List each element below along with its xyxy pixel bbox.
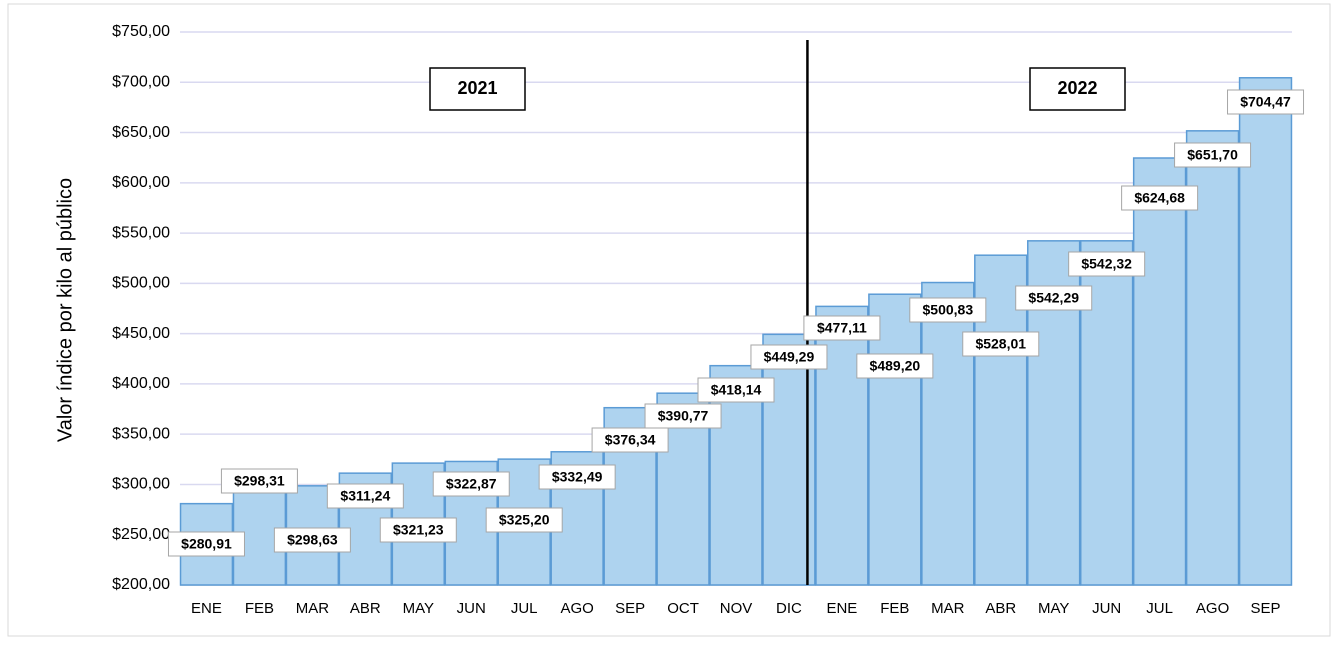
y-tick-label: $400,00 <box>112 375 170 392</box>
x-tick-label: OCT <box>667 600 699 617</box>
value-label: $332,49 <box>552 469 603 485</box>
x-tick-label: SEP <box>1251 600 1281 617</box>
value-label: $489,20 <box>870 358 921 374</box>
value-label: $542,29 <box>1028 290 1079 306</box>
value-label: $449,29 <box>764 349 815 365</box>
x-tick-label: AGO <box>1196 600 1229 617</box>
value-label-box <box>326 483 404 509</box>
x-tick-label: MAR <box>296 600 330 617</box>
bar <box>921 281 975 586</box>
value-label: $280,91 <box>181 536 232 552</box>
value-label-box <box>1068 251 1146 277</box>
value-label: $542,32 <box>1081 256 1132 272</box>
value-label-box <box>697 377 775 403</box>
value-label-box <box>1015 285 1093 311</box>
value-label: $651,70 <box>1187 147 1238 163</box>
y-tick-label: $450,00 <box>112 325 170 342</box>
x-tick-label: MAR <box>931 600 965 617</box>
chart-border <box>7 3 1331 637</box>
value-label: $528,01 <box>975 336 1026 352</box>
value-label-box <box>1121 185 1199 211</box>
x-tick-label: ENE <box>191 600 222 617</box>
value-label-box <box>644 403 722 429</box>
value-label: $376,34 <box>605 432 656 448</box>
value-label: $322,87 <box>446 476 497 492</box>
value-label: $390,77 <box>658 408 709 424</box>
x-tick-label: NOV <box>720 600 753 617</box>
y-axis-label: Valor índice por kilo al público <box>54 178 76 442</box>
value-label-box <box>1227 89 1305 115</box>
value-label: $311,24 <box>340 488 390 504</box>
value-label-box <box>538 464 616 490</box>
x-tick-label: ABR <box>350 600 381 617</box>
x-tick-label: JUN <box>457 600 486 617</box>
value-label: $477,11 <box>817 320 867 336</box>
value-label-box <box>432 471 510 497</box>
y-tick-label: $500,00 <box>112 275 170 292</box>
x-tick-label: JUL <box>1146 600 1173 617</box>
y-tick-label: $700,00 <box>112 73 170 90</box>
x-tick-label: FEB <box>880 600 909 617</box>
bar <box>1132 157 1187 586</box>
value-label: $624,68 <box>1134 190 1185 206</box>
annotation: 2022 <box>1057 78 1097 98</box>
x-tick-label: MAY <box>1038 600 1069 617</box>
y-tick-label: $250,00 <box>112 526 170 543</box>
y-tick-label: $650,00 <box>112 124 170 141</box>
value-label-box <box>591 427 669 453</box>
x-tick-label: MAY <box>403 600 434 617</box>
y-tick-label: $750,00 <box>112 23 170 40</box>
x-tick-label: FEB <box>245 600 274 617</box>
x-tick-label: ENE <box>826 600 857 617</box>
value-label-box <box>379 517 457 543</box>
value-label: $298,63 <box>287 532 338 548</box>
x-tick-label: ABR <box>985 600 1016 617</box>
value-label-box <box>803 315 881 341</box>
value-label-box <box>1174 142 1252 168</box>
value-label-box <box>273 527 351 553</box>
value-label: $500,83 <box>923 302 974 318</box>
x-tick-label: SEP <box>615 600 645 617</box>
bar <box>868 293 922 586</box>
value-label: $298,31 <box>234 473 285 489</box>
value-label-box <box>485 507 563 533</box>
value-label-box <box>856 353 934 379</box>
value-label-box <box>909 297 987 323</box>
value-label-box <box>962 331 1040 357</box>
value-label: $418,14 <box>711 382 762 398</box>
value-label-box <box>750 344 828 370</box>
y-tick-label: $300,00 <box>112 476 170 493</box>
x-tick-label: JUL <box>511 600 538 617</box>
annotation-box <box>1029 67 1126 111</box>
x-tick-label: AGO <box>560 600 593 617</box>
y-tick-label: $350,00 <box>112 425 170 442</box>
y-tick-label: $200,00 <box>112 576 170 593</box>
value-label-box <box>220 468 298 494</box>
value-label: $704,47 <box>1240 94 1291 110</box>
value-label-box <box>167 531 245 557</box>
y-tick-label: $600,00 <box>112 174 170 191</box>
y-tick-label: $550,00 <box>112 224 170 241</box>
annotation-box <box>429 67 526 111</box>
x-tick-label: JUN <box>1092 600 1121 617</box>
value-label: $321,23 <box>393 522 444 538</box>
annotation: 2021 <box>457 78 497 98</box>
value-label: $325,20 <box>499 512 550 528</box>
x-tick-label: DIC <box>776 600 802 617</box>
